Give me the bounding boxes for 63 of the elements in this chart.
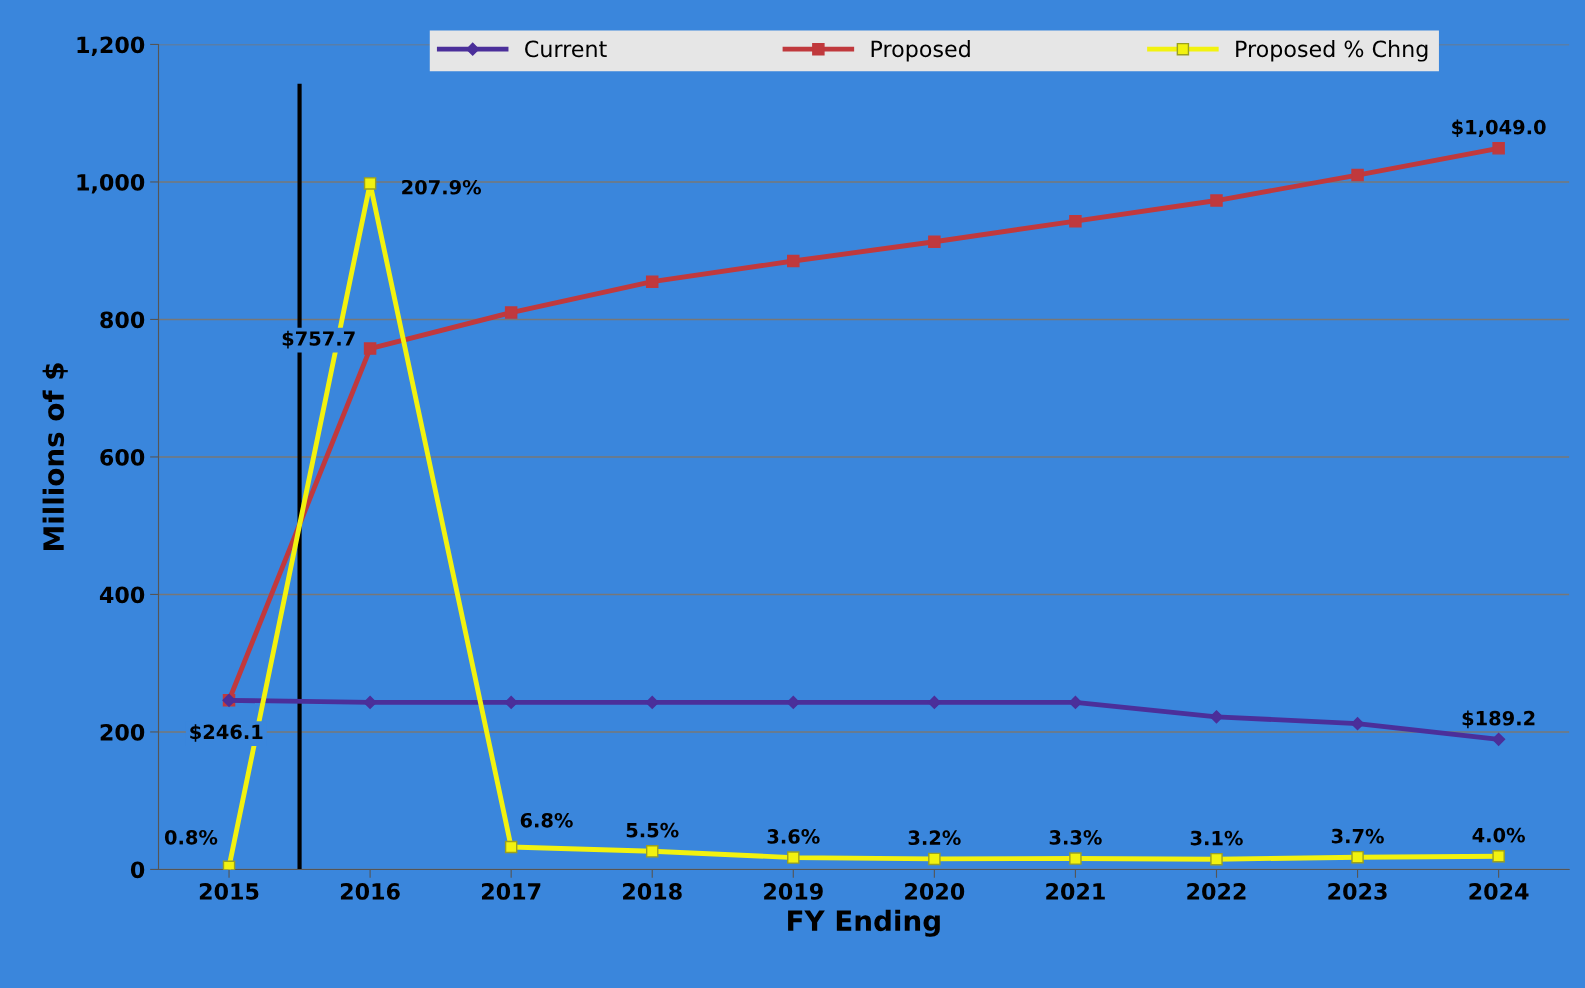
point — [1351, 168, 1364, 182]
data-label: $246.1 — [190, 724, 263, 742]
point — [1210, 852, 1223, 866]
y-tick-label: 0 — [130, 861, 145, 879]
point — [504, 840, 518, 854]
point — [1068, 695, 1083, 709]
point — [1492, 732, 1506, 746]
data-label: 0.8% — [164, 829, 218, 845]
legend-label: Proposed % Chng — [1236, 40, 1428, 62]
x-tick-label: 2016 — [340, 883, 400, 900]
point — [1069, 214, 1082, 228]
legend-label: Current — [525, 40, 607, 58]
x-tick-label: 2015 — [199, 883, 259, 900]
y-tick-label: 1,000 — [77, 173, 145, 194]
point — [645, 695, 659, 709]
point — [1351, 850, 1364, 864]
data-label: 3.7% — [1331, 828, 1384, 844]
y-axis-title: Millions of $ — [42, 363, 68, 550]
data-label: 6.8% — [520, 812, 573, 828]
x-tick-label: 2020 — [905, 883, 965, 900]
x-tick-label: 2021 — [1046, 883, 1105, 900]
point — [1492, 142, 1505, 155]
data-label: 5.5% — [626, 822, 679, 838]
point — [1069, 852, 1082, 865]
x-tick-label: 2023 — [1328, 883, 1387, 900]
x-tick-label: 2024 — [1469, 883, 1529, 900]
point — [645, 275, 659, 288]
point — [1210, 194, 1223, 207]
y-tick-label: 400 — [99, 586, 145, 604]
data-label: $189.2 — [1462, 710, 1535, 729]
data-label: $1,049.0 — [1452, 119, 1546, 138]
x-tick-label: 2017 — [482, 883, 541, 900]
x-axis-title: FY Ending — [788, 909, 940, 937]
point — [786, 695, 800, 709]
point — [1492, 849, 1505, 863]
y-tick-label: 200 — [100, 723, 145, 741]
point — [787, 851, 800, 864]
point — [1209, 710, 1224, 724]
data-label: 207.9% — [402, 179, 482, 195]
x-tick-label: 2022 — [1187, 883, 1246, 900]
data-label: $757.7 — [282, 330, 355, 349]
x-tick-label: 2019 — [764, 883, 823, 900]
point — [645, 845, 659, 858]
point — [363, 342, 377, 355]
point — [787, 254, 800, 268]
data-label: 3.2% — [908, 830, 961, 846]
point — [363, 177, 377, 190]
data-label: 3.1% — [1190, 830, 1243, 846]
x-tick-label: 2018 — [623, 883, 682, 900]
point — [504, 306, 518, 319]
data-label: 4.0% — [1472, 827, 1525, 843]
y-tick-label: 600 — [100, 448, 145, 466]
data-label: 3.6% — [767, 829, 820, 844]
point — [928, 852, 941, 866]
y-tick-label: 1,200 — [77, 36, 145, 57]
point — [927, 695, 941, 709]
y-tick-label: 800 — [100, 311, 145, 329]
point — [928, 235, 941, 249]
legend-label: Proposed — [871, 40, 970, 62]
point — [504, 695, 518, 709]
data-label: 3.3% — [1049, 830, 1102, 845]
point — [363, 695, 377, 709]
point — [1350, 717, 1365, 731]
